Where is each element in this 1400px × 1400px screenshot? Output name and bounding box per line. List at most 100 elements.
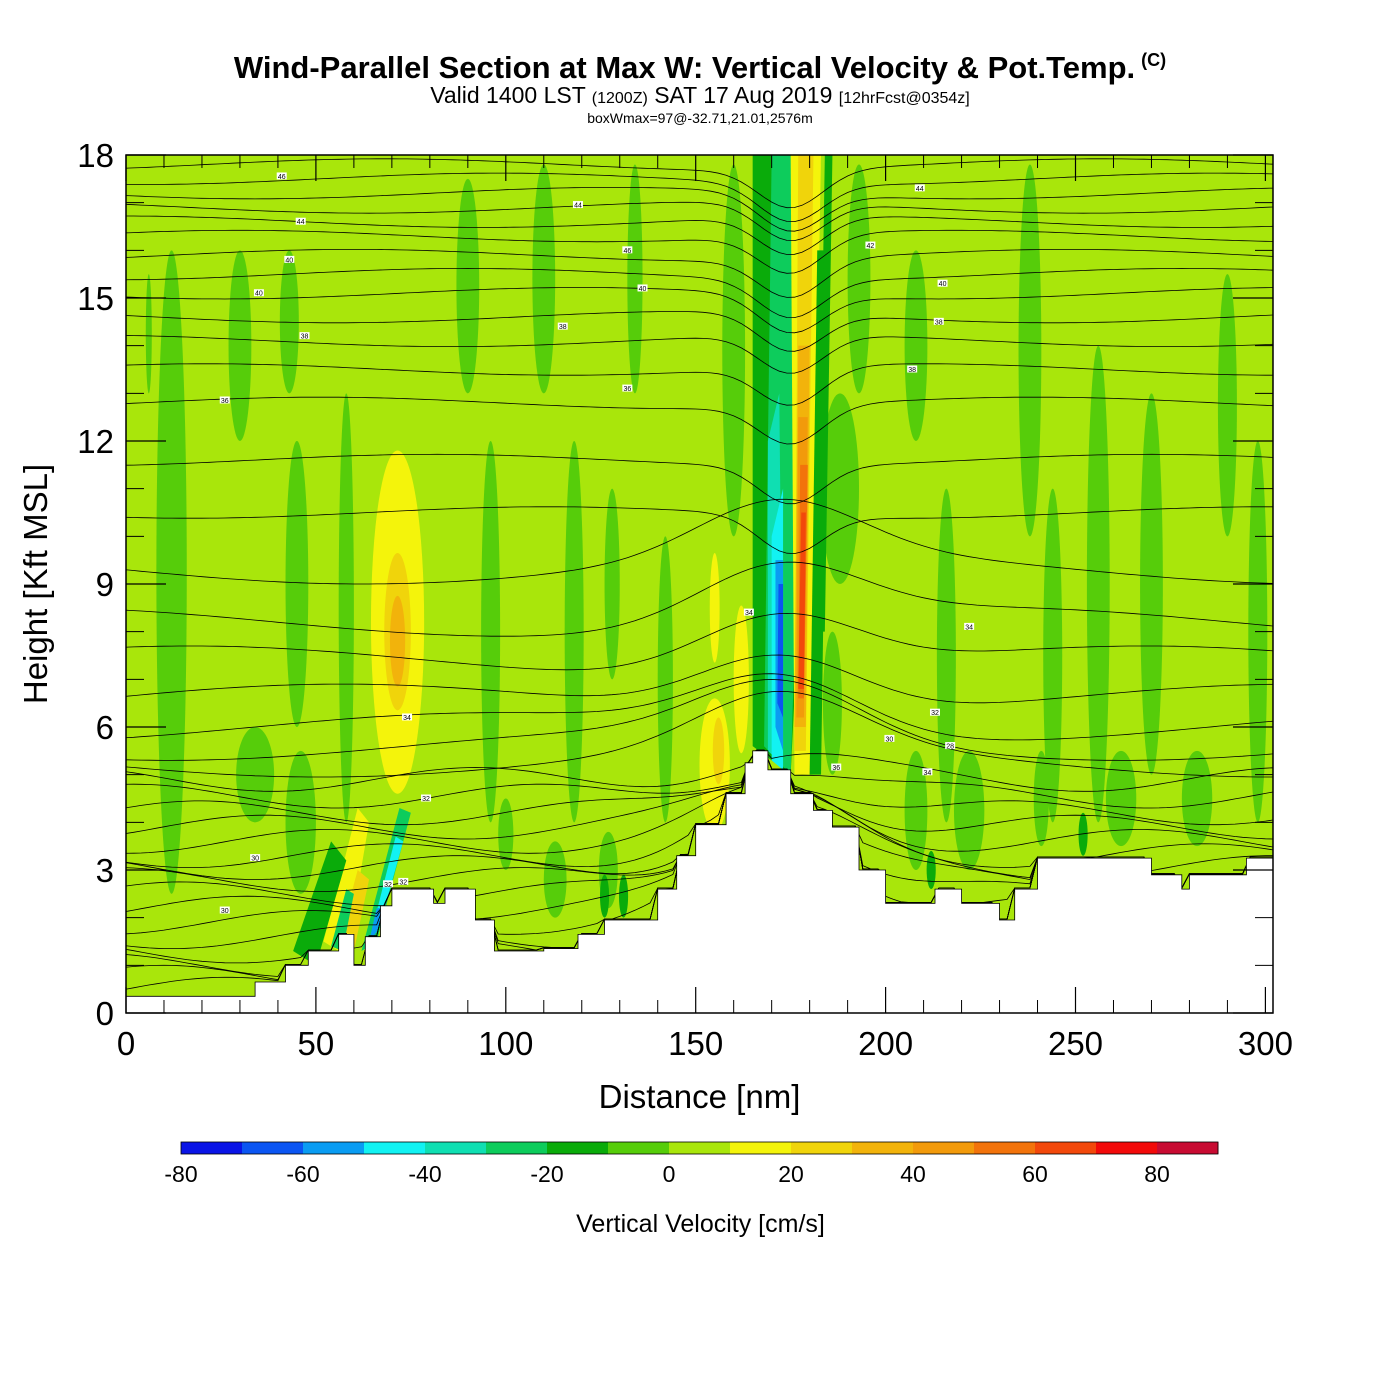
contour-label: 34 [922,768,933,777]
contour-label: 36 [622,384,633,393]
contour-label-text: 30 [251,856,259,863]
w-region [389,595,406,687]
y-tick-label: 15 [77,280,114,317]
colorbar: -80 -60 -40 -20 0 20 40 60 80 Vertical Velocity [… [164,1141,1219,1238]
contour-label: 38 [933,317,944,326]
colorbar-swatch [486,1142,548,1154]
theta-contour-line [126,498,1273,585]
w-region [543,841,567,918]
contour-label-text: 40 [285,257,293,264]
contour-label-text: 38 [559,324,567,331]
colorbar-tick-label: 80 [1144,1161,1170,1187]
w-region [604,488,620,680]
contour-label-bg [929,708,940,716]
w-region [532,164,556,394]
y-tick-label: 9 [96,566,114,603]
valid-time: Valid 1400 LST [430,82,586,108]
colorbar-swatch [1035,1142,1097,1154]
colorbar-swatch [181,1142,243,1154]
contour-label-text: 32 [399,879,407,886]
contour-label-bg [276,172,287,180]
chart-title: Wind-Parallel Section at Max W: Vertical… [0,50,1400,86]
contour-label: 28 [945,742,956,751]
theta-contour-line [126,749,1273,809]
w-region [481,441,501,823]
contour-label-bg [637,284,648,292]
contour-label-text: 32 [422,796,430,803]
colorbar-swatch [364,1142,426,1154]
colorbar-tick-label: -80 [164,1161,197,1187]
contour-label-bg [622,384,633,392]
contour-label-bg [219,906,230,914]
colorbar-frame [180,1141,1219,1155]
theta-contour-line [126,201,1273,242]
chart-subtitle: Valid 1400 LST (1200Z) SAT 17 Aug 2019 [… [0,82,1400,109]
w-region [456,178,480,394]
w-region [936,488,956,823]
colorbar-swatch [974,1142,1036,1154]
contour-label-bg [250,854,261,862]
contour-label-text: 34 [965,624,973,631]
contour-label: 30 [884,734,895,743]
contour-label: 42 [865,241,876,250]
theta-contour-line [126,172,1273,223]
contour-label-text: 36 [832,765,840,772]
w-region [817,155,833,632]
contour-label-text: 34 [923,770,931,777]
contour-label-text: 38 [908,367,916,374]
w-region [145,274,152,394]
contour-label-text: 44 [574,203,582,210]
w-region [618,874,629,918]
theta-contour-line [126,654,1273,704]
contour-label-text: 42 [867,243,875,250]
colorbar-swatch [730,1142,792,1154]
theta-contour-line [126,561,1273,637]
theta-contour-line [126,690,1273,778]
contour-label: 40 [284,255,295,264]
x-tick-label: 200 [858,1025,913,1062]
w-region [709,553,720,663]
contour-label: 40 [937,279,948,288]
valid-date: SAT 17 Aug 2019 [654,82,833,108]
contour-label-text: 36 [623,386,631,393]
contour-label: 46 [622,246,633,255]
theta-contour-line [126,749,1273,854]
x-tick-label: 300 [1238,1025,1293,1062]
contour-label-bg [914,184,925,192]
colorbar-swatch [669,1142,731,1154]
colorbar-swatch [608,1142,670,1154]
contour-label-text: 44 [916,186,924,193]
w-region [821,393,860,584]
colorbar-tick-label: -20 [530,1161,563,1187]
contour-label: 36 [831,763,842,772]
contour-label-bg [622,246,633,254]
w-region [338,393,354,823]
colorbar-tick-label: -60 [286,1161,319,1187]
w-region [722,164,746,537]
contour-label-layer: 46 44 40 40 38 36 44 46 40 38 36 44 42 40 38 38 34 34 34 32… [219,172,975,915]
theta-contour-line [126,363,1273,406]
colorbar-tick-label: 60 [1022,1161,1048,1187]
w-region [904,750,928,871]
colorbar-tick-label: 20 [778,1161,804,1187]
x-tick-label: 150 [668,1025,723,1062]
w-region [733,605,749,754]
contour-label-bg [383,880,394,888]
colorbar-tick-label: 0 [663,1161,676,1187]
contour-label-text: 34 [745,610,753,617]
w-region [1033,750,1049,847]
contour-label-text: 32 [384,882,392,889]
x-tick-label: 100 [478,1025,533,1062]
contour-label: 34 [743,608,754,617]
y-axis-title: Height [Kft MSL] [17,464,54,704]
contour-label-bg [402,713,413,721]
w-region [564,441,584,823]
theta-contour-line [126,749,1273,792]
theta-contour-line [126,506,1273,555]
contour-label-text: 36 [221,398,229,405]
theta-contour-layer [126,158,1273,990]
contour-label-text: 40 [255,291,263,298]
w-region [236,727,275,823]
contour-label-text: 40 [939,281,947,288]
